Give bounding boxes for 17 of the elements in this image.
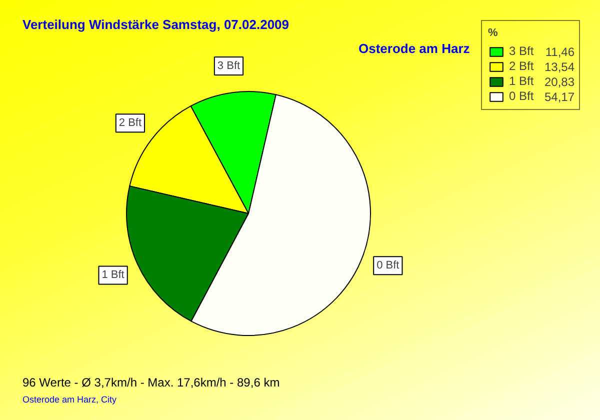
text: 96 Werte - Ø 3,7km/h - Max. 17,6km/h - 89,6 km — [22, 376, 280, 390]
slice-label: 1 Bft — [102, 269, 124, 282]
data-label: 11,46 — [545, 45, 575, 59]
slice-label: 3 Bft — [217, 60, 240, 72]
legend-label: 0 Bft — [509, 89, 534, 103]
text: Osterode am Harz, City — [22, 394, 118, 404]
legend-title: % — [488, 27, 499, 39]
slice-label: 2 Bft — [118, 117, 142, 130]
data-label: 20,83 — [544, 75, 575, 89]
data-label: 54,17 — [544, 90, 575, 104]
legend-label: 2 Bft — [509, 59, 534, 73]
legend-label: 1 Bft — [509, 74, 534, 88]
slice-label: 0 Bft — [376, 260, 400, 272]
chart-title: Verteilung Windstärke Samstag, 07.02.2009 — [22, 17, 290, 32]
legend-label: 3 Bft — [509, 44, 534, 58]
text: Osterode am Harz — [358, 41, 470, 56]
data-label: 13,54 — [544, 60, 575, 74]
